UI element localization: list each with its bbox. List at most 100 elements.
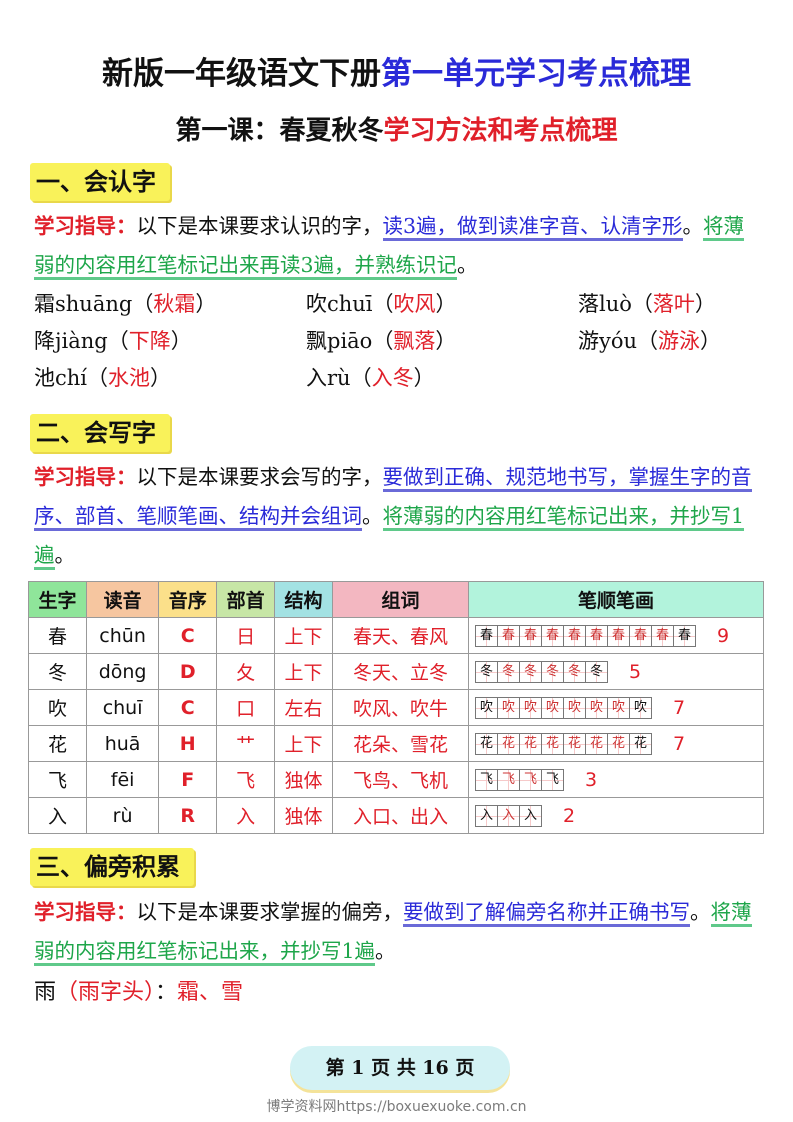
char-item: 落luò（落叶） [578,292,716,316]
stroke-count: 9 [717,625,730,647]
stroke-cell: 吹 [475,697,498,719]
stroke-cell: 花 [607,733,630,755]
char-word: 秋霜 [153,292,196,316]
punct: 。 [682,214,704,238]
char-word: 吹风 [393,292,436,316]
table-row: 吹 chuī C 口左右 吹风、吹牛吹吹吹吹吹吹吹吹 7 [28,689,764,726]
cell-char: 飞 [28,761,87,798]
cell-pinyin: chūn [85,617,160,654]
stroke-cell: 吹 [585,697,608,719]
stroke-cell: 飞 [497,769,520,791]
stroke-count: 7 [673,733,686,755]
cell-char: 花 [28,725,87,762]
table-row: 春 chūn C 日上下 春天、春风春春春春春春春春春春 9 [28,617,764,654]
stroke-cell: 吹 [497,697,520,719]
cell-words: 冬天、立冬 [332,653,469,690]
stroke-cell: 花 [585,733,608,755]
punct: 。 [362,504,383,528]
stroke-cell: 吹 [563,697,586,719]
stroke-cell: 春 [585,625,608,647]
char-item: 降jiàng（下降） [34,329,192,353]
guide-green: 将薄弱的内容用红笔标记出来，并抄写1遍 [34,900,752,966]
stroke-cell: 吹 [541,697,564,719]
cell-char: 入 [28,797,87,834]
stroke-count: 7 [673,697,686,719]
cell-radical: 入 [216,797,276,834]
stroke-cell: 飞 [519,769,542,791]
stroke-cell: 春 [541,625,564,647]
section-heading: 二、会写字 [30,414,170,452]
stroke-cell: 飞 [541,769,564,791]
guide-paragraph: 学习指导：以下是本课要求认识的字，读3遍，做到读准字音、认清字形。将薄弱的内容用… [34,207,762,285]
cell-radical: 飞 [216,761,276,798]
guide-paragraph: 学习指导：以下是本课要求会写的字，要做到正确、规范地书写，掌握生字的音序、部首、… [34,458,762,575]
stroke-cell: 吹 [607,697,630,719]
table-row: 飞 fēi F 飞独体 飞鸟、飞机飞飞飞飞 3 [28,761,764,798]
stroke-cell: 春 [563,625,586,647]
stroke-cell: 吹 [629,697,652,719]
stroke-cell: 花 [541,733,564,755]
stroke-cell: 春 [519,625,542,647]
column-header: 笔顺笔画 [468,581,764,618]
column-header: 组词 [332,581,469,618]
cell-letter: D [158,653,218,690]
table-row: 冬 dōng D 夂上下 冬天、立冬冬冬冬冬冬冬 5 [28,653,764,690]
lesson-name: 第一课：春夏秋冬 [175,116,384,146]
stroke-cell: 花 [475,733,498,755]
column-header: 音序 [158,581,218,618]
cell-letter: H [158,725,218,762]
title-highlight: 第一单元学习考点梳理 [381,56,691,92]
table-row: 花 huā H 艹上下 花朵、雪花花花花花花花花花 7 [28,725,764,762]
cell-words: 飞鸟、飞机 [332,761,469,798]
char-word: 游泳 [658,329,701,353]
stroke-cell: 冬 [519,661,542,683]
guide-green: 将薄弱的内容用红笔标记出来再读3遍，并熟练识记 [34,214,745,280]
cell-char: 吹 [28,689,87,726]
stroke-cell: 冬 [585,661,608,683]
column-header: 生字 [28,581,87,618]
char-pinyin: 霜shuāng [34,292,133,316]
char-pinyin: 吹chuī [306,292,373,316]
column-header: 结构 [274,581,333,618]
stroke-cell: 花 [497,733,520,755]
stroke-cell: 春 [629,625,652,647]
cell-pinyin: chuī [85,689,160,726]
guide-green: 将薄弱的内容用红笔标记出来，并抄写1遍 [34,504,745,570]
cell-letter: F [158,761,218,798]
cell-pinyin: rù [85,797,160,834]
watermark: 博学资料网https://boxuexuoke.com.cn [266,1099,527,1115]
char-item: 霜shuāng（秋霜） [34,292,217,316]
section-heading: 一、会认字 [30,163,170,201]
char-item: 游yóu（游泳） [578,329,722,353]
title-part: 新版一年级语文下册 [102,56,381,92]
cell-structure: 独体 [274,761,333,798]
cell-structure: 独体 [274,797,333,834]
char-pinyin: 游yóu [578,329,638,353]
char-word: 飘落 [393,329,436,353]
stroke-cell: 春 [497,625,520,647]
char-word: 下降 [128,329,171,353]
char-item: 池chí（水池） [34,366,172,390]
char-word: 水池 [108,366,151,390]
column-header: 部首 [216,581,276,618]
char-pinyin: 降jiàng [34,329,108,353]
char-item: 入rù（入冬） [306,366,435,390]
cell-radical: 日 [216,617,276,654]
stroke-cell: 入 [519,805,542,827]
char-word: 入冬 [371,366,414,390]
stroke-cell: 冬 [563,661,586,683]
lesson-highlight: 学习方法和考点梳理 [383,116,618,146]
cell-char: 冬 [28,653,87,690]
stroke-count: 5 [629,661,642,683]
stroke-cell: 入 [497,805,520,827]
stroke-count: 3 [585,769,598,791]
cell-pinyin: fēi [85,761,160,798]
char-item: 吹chuī（吹风） [306,292,457,316]
cell-structure: 上下 [274,617,333,654]
radical-name: （雨字头） [56,980,156,1005]
